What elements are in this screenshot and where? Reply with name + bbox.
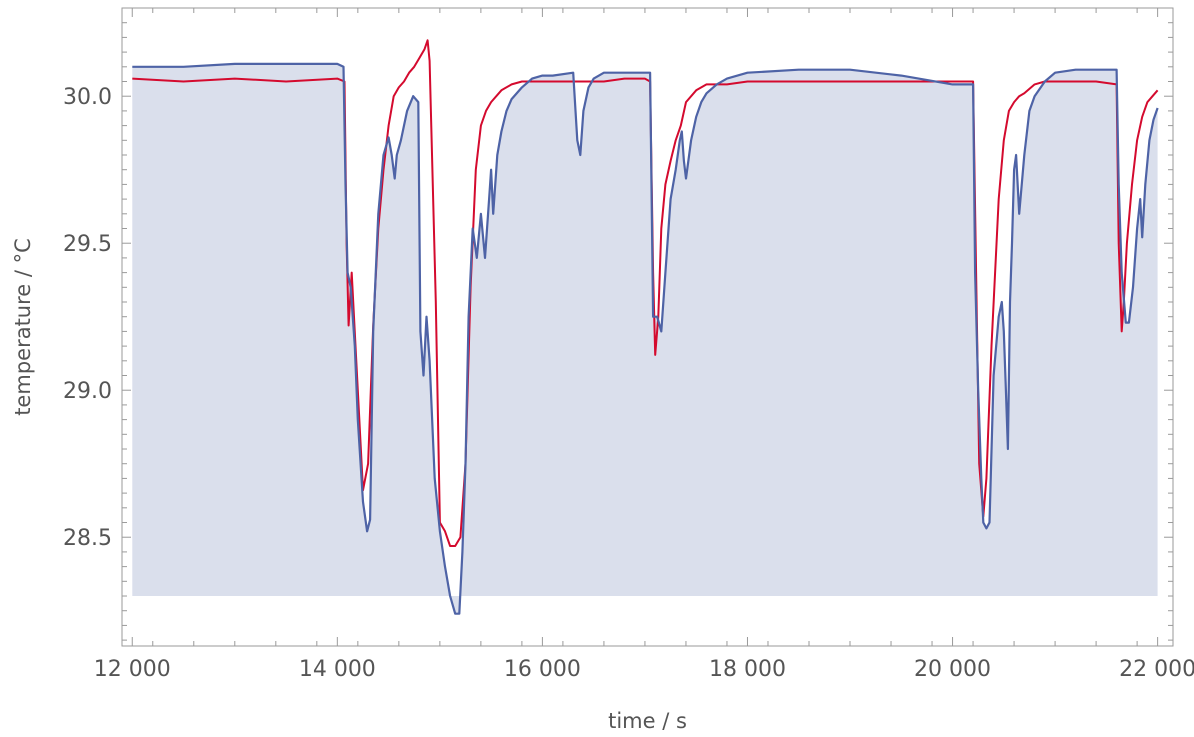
plot-frame bbox=[121, 7, 1174, 647]
series-layer bbox=[132, 39, 1159, 615]
y-tick-label: 29.0 bbox=[63, 379, 112, 404]
model-fill-layer bbox=[132, 63, 1158, 614]
tick-labels-layer: 12 000 14 000 16 000 18 000 20 000 22 000 28.5… bbox=[63, 85, 1194, 682]
x-tick-label: 20 000 bbox=[914, 657, 991, 682]
x-tick-label: 12 000 bbox=[94, 657, 171, 682]
x-axis-label: time / s bbox=[608, 709, 687, 733]
measured-series-line bbox=[132, 39, 1159, 547]
ticks-layer bbox=[122, 8, 1173, 646]
y-tick-label: 30.0 bbox=[63, 85, 112, 110]
y-tick-label: 29.5 bbox=[63, 232, 112, 257]
x-tick-label: 22 000 bbox=[1119, 657, 1194, 682]
x-tick-label: 16 000 bbox=[504, 657, 581, 682]
y-axis-label: temperature / °C bbox=[11, 238, 35, 416]
model-fill-area bbox=[132, 63, 1158, 614]
x-tick-label: 14 000 bbox=[299, 657, 376, 682]
model-series-line bbox=[132, 62, 1159, 615]
y-tick-label: 28.5 bbox=[63, 526, 112, 551]
x-tick-label: 18 000 bbox=[709, 657, 786, 682]
